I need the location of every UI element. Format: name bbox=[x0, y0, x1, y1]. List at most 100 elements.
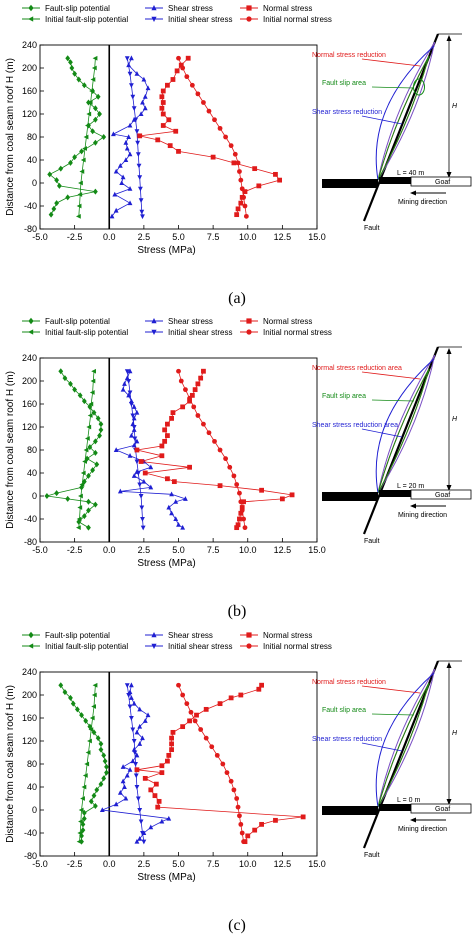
data-point bbox=[180, 692, 186, 698]
data-point bbox=[81, 809, 87, 816]
data-point bbox=[77, 505, 83, 510]
data-point bbox=[224, 770, 230, 776]
data-point bbox=[134, 729, 140, 735]
data-point bbox=[76, 203, 82, 209]
y-tick-label: 160 bbox=[22, 86, 37, 96]
data-point bbox=[87, 444, 93, 451]
data-point bbox=[126, 693, 132, 698]
data-point bbox=[232, 151, 238, 157]
data-point bbox=[159, 453, 165, 459]
data-point bbox=[98, 740, 104, 747]
data-point bbox=[127, 185, 133, 191]
data-point bbox=[126, 134, 132, 139]
data-point bbox=[180, 65, 186, 71]
data-point bbox=[239, 186, 245, 192]
data-point bbox=[131, 404, 137, 409]
data-point bbox=[187, 718, 192, 724]
data-point bbox=[131, 700, 137, 706]
y-tick-label: 160 bbox=[22, 399, 37, 409]
data-point bbox=[129, 432, 134, 438]
x-tick-label: 15.0 bbox=[308, 545, 326, 555]
data-point bbox=[139, 505, 145, 511]
data-point bbox=[68, 380, 73, 387]
x-tick-label: 2.5 bbox=[138, 545, 151, 555]
data-point bbox=[91, 792, 97, 799]
shear-reduction-arrow bbox=[361, 428, 403, 438]
data-point bbox=[113, 207, 119, 213]
data-point bbox=[138, 186, 143, 192]
data-point bbox=[58, 682, 64, 689]
data-point bbox=[234, 796, 240, 801]
legend-item: Shear stress bbox=[145, 4, 213, 13]
mining-arrow-head bbox=[410, 190, 416, 196]
data-point bbox=[124, 772, 130, 778]
data-point bbox=[82, 146, 88, 151]
data-point bbox=[81, 815, 87, 822]
series-initial-normal bbox=[176, 55, 249, 219]
x-tick-label: -2.5 bbox=[67, 545, 83, 555]
data-point bbox=[124, 683, 130, 689]
x-axis-label: Stress (MPa) bbox=[137, 872, 195, 883]
data-point bbox=[132, 436, 138, 442]
data-point bbox=[169, 747, 174, 753]
data-point bbox=[79, 482, 85, 487]
data-point bbox=[166, 504, 172, 510]
normal-reduction-label: Normal stress reduction bbox=[312, 52, 386, 59]
data-point bbox=[90, 378, 96, 384]
data-point bbox=[231, 160, 237, 166]
data-point bbox=[90, 467, 96, 474]
y-tick-label: 0 bbox=[32, 491, 37, 501]
data-point bbox=[74, 706, 80, 713]
data-point bbox=[135, 152, 141, 158]
h-arrow-down bbox=[446, 799, 452, 805]
data-point bbox=[129, 402, 134, 407]
series-fault-slip bbox=[47, 55, 107, 218]
data-point bbox=[92, 682, 98, 688]
data-point bbox=[95, 93, 101, 100]
data-point bbox=[212, 438, 217, 444]
data-point bbox=[89, 715, 95, 721]
data-point bbox=[189, 82, 195, 88]
data-point bbox=[76, 76, 82, 83]
data-point bbox=[65, 194, 71, 201]
coal-seam-remaining bbox=[379, 804, 411, 811]
data-point bbox=[138, 111, 144, 116]
data-point bbox=[139, 209, 145, 215]
series-line bbox=[178, 58, 247, 217]
x-tick-label: 12.5 bbox=[274, 232, 292, 242]
data-point bbox=[237, 813, 242, 819]
y-tick-label: 0 bbox=[32, 805, 37, 815]
data-point bbox=[123, 139, 129, 145]
legend-marker bbox=[28, 643, 34, 649]
data-point bbox=[256, 686, 262, 692]
shear-reduction-curve bbox=[375, 358, 435, 494]
data-point bbox=[238, 177, 244, 183]
data-point bbox=[159, 105, 165, 111]
data-point bbox=[176, 148, 181, 154]
data-point bbox=[72, 154, 78, 161]
legend-label: Shear stress bbox=[168, 4, 213, 13]
data-point bbox=[242, 189, 248, 195]
y-tick-label: 160 bbox=[22, 713, 37, 723]
data-point bbox=[123, 157, 129, 162]
data-point bbox=[86, 424, 92, 430]
data-point bbox=[127, 704, 133, 710]
data-point bbox=[156, 798, 162, 804]
series-normal bbox=[137, 55, 283, 218]
data-point bbox=[137, 706, 143, 712]
data-point bbox=[152, 793, 158, 799]
data-point bbox=[159, 770, 165, 776]
data-point bbox=[85, 750, 91, 755]
data-point bbox=[86, 472, 91, 479]
data-point bbox=[142, 105, 148, 111]
data-point bbox=[180, 404, 186, 410]
data-point bbox=[228, 695, 234, 701]
legend-item: Initial normal stress bbox=[240, 15, 332, 24]
x-tick-label: 12.5 bbox=[274, 545, 292, 555]
data-point bbox=[93, 449, 98, 456]
data-point bbox=[169, 741, 174, 747]
data-point bbox=[187, 395, 192, 401]
data-point bbox=[126, 392, 132, 398]
data-point bbox=[176, 55, 181, 61]
panel-1: -5.0 -2.5 0.0 2.5 5.0 7.5 10.0 12.5 15.0 -80 -40 0 4… bbox=[5, 4, 472, 307]
